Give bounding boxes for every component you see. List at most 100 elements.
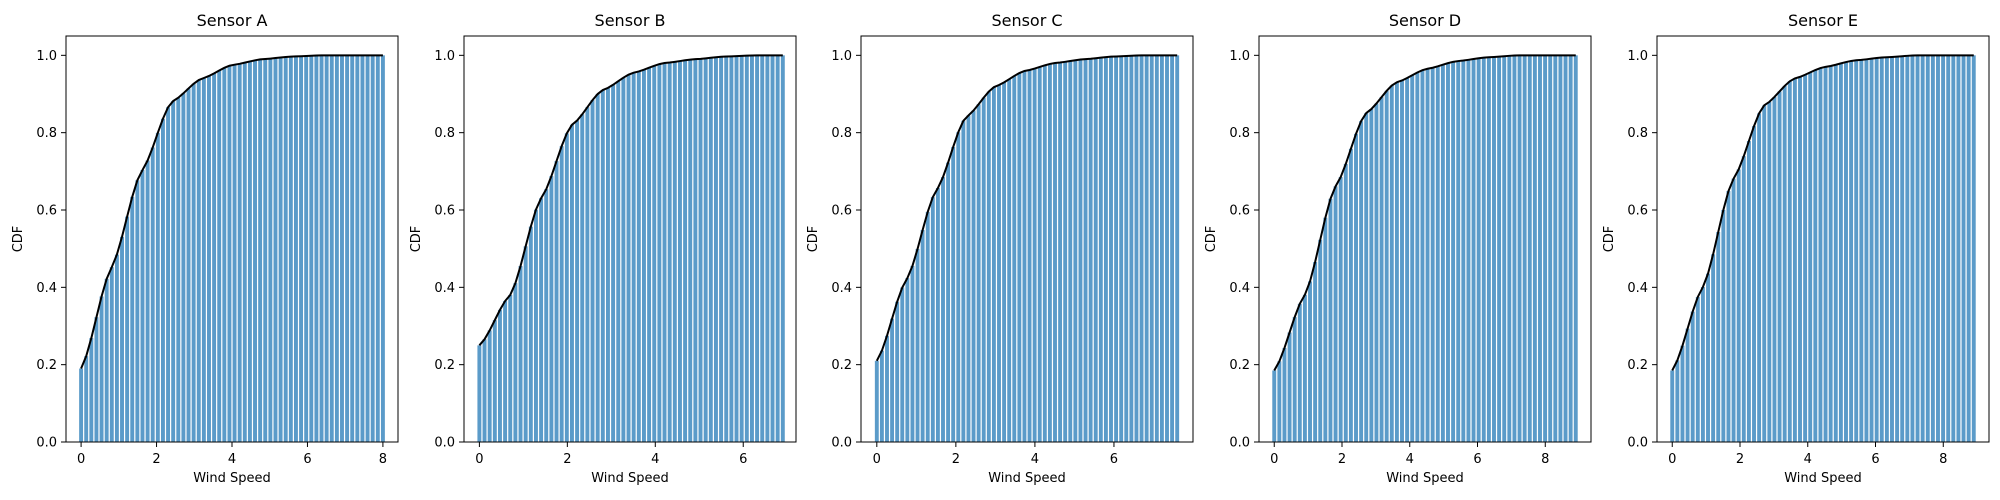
cdf-bar <box>879 350 884 442</box>
cdf-bar <box>1854 60 1859 443</box>
cdf-bar <box>611 84 616 442</box>
cdf-bar <box>1053 63 1057 442</box>
cdf-bar <box>1007 79 1012 442</box>
cdf-bar <box>1400 80 1404 442</box>
cdf-bar <box>350 55 355 442</box>
cdf-bar <box>1890 56 1894 443</box>
cdf-bar <box>1124 56 1129 442</box>
cdf-bar <box>166 107 171 442</box>
cdf-bar <box>1165 55 1169 442</box>
cdf-bar <box>293 56 298 443</box>
cdf-bar <box>930 197 935 442</box>
cdf-bar <box>1777 91 1782 443</box>
x-tick-label: 2 <box>952 452 960 467</box>
cdf-bar <box>770 55 775 442</box>
cdf-bar <box>1486 57 1491 442</box>
cdf-bar <box>729 56 734 442</box>
cdf-bar <box>1910 55 1915 443</box>
cdf-line <box>80 54 383 369</box>
cdf-bar <box>1083 59 1088 442</box>
cdf-bar <box>314 55 319 442</box>
cdf-bar <box>1915 55 1920 442</box>
cdf-bar <box>1078 59 1083 442</box>
cdf-bar <box>1154 55 1159 442</box>
cdf-bar <box>1512 55 1517 443</box>
cdf-bar <box>278 57 283 442</box>
x-tick-label: 2 <box>563 452 571 467</box>
y-tick-label: 0.0 <box>434 436 455 451</box>
cdf-bar <box>1063 61 1068 442</box>
cdf-bar <box>1538 55 1542 442</box>
cdf-bar <box>1032 68 1037 442</box>
cdf-bar <box>734 56 739 443</box>
cdf-bar <box>155 132 160 442</box>
cdf-bar <box>1879 57 1884 442</box>
cdf-bar <box>683 60 688 443</box>
cdf-bar <box>1864 59 1869 443</box>
cdf-bar <box>971 110 976 442</box>
cdf-bar <box>1752 126 1756 442</box>
cdf-bar <box>171 101 176 442</box>
cdf-bar <box>925 211 930 442</box>
cdf-bar <box>1088 58 1093 442</box>
cdf-bar <box>549 176 554 442</box>
cdf-bar <box>1798 76 1802 442</box>
cdf-bar <box>647 67 652 443</box>
x-tick-label: 4 <box>651 452 659 467</box>
cdf-bar <box>915 248 920 442</box>
cdf-bar <box>1144 55 1149 442</box>
x-tick-label: 6 <box>1110 452 1118 467</box>
cdf-bar <box>99 296 104 442</box>
cdf-bar <box>513 283 518 442</box>
cdf-bar <box>1823 66 1828 442</box>
cdf-bar <box>1792 78 1797 442</box>
x-axis-label: Wind Speed <box>591 471 669 486</box>
cdf-bar <box>1456 61 1461 443</box>
cdf-bar <box>775 55 780 442</box>
cdf-bar <box>104 278 109 442</box>
cdf-bar <box>1721 209 1726 442</box>
cdf-bar <box>941 177 945 442</box>
chart-title: Sensor C <box>991 11 1062 30</box>
x-tick-label: 0 <box>475 452 483 467</box>
cdf-bar <box>1292 317 1297 442</box>
cdf-bar <box>120 236 124 442</box>
cdf-bar <box>1451 61 1456 443</box>
y-tick-label: 1.0 <box>36 49 57 64</box>
cdf-bar <box>1027 69 1032 442</box>
cdf-bar <box>544 189 549 442</box>
cdf-bar <box>1925 55 1930 442</box>
cdf-bar <box>900 287 905 442</box>
cdf-bar <box>1461 60 1466 442</box>
cdf-bar <box>1920 55 1925 442</box>
cdf-bar <box>1905 55 1910 443</box>
x-tick-label: 0 <box>1270 452 1278 467</box>
cdf-bar <box>1272 370 1277 442</box>
cdf-line <box>1671 54 1974 371</box>
y-tick-label: 0.2 <box>434 358 455 373</box>
cdf-bar <box>1527 55 1532 442</box>
cdf-bar <box>1828 65 1833 443</box>
cdf-bar <box>956 132 961 442</box>
cdf-bar <box>724 56 729 442</box>
cdf-bar <box>698 58 703 442</box>
cdf-bar <box>920 230 925 442</box>
x-tick-label: 6 <box>739 452 747 467</box>
cdf-bar <box>247 61 252 443</box>
y-tick-label: 1.0 <box>831 49 852 64</box>
cdf-bar <box>1338 177 1343 442</box>
y-tick-label: 1.0 <box>434 49 455 64</box>
chart-title: Sensor A <box>197 11 268 30</box>
x-axis-label: Wind Speed <box>988 471 1066 486</box>
cdf-bar <box>1706 273 1710 442</box>
cdf-bar <box>749 55 754 442</box>
cdf-bar <box>1037 66 1042 442</box>
x-tick-label: 6 <box>1871 452 1879 467</box>
cdf-bar <box>895 301 900 442</box>
cdf-bar <box>1670 370 1675 442</box>
cdf-bar <box>309 55 314 442</box>
cdf-bar <box>1813 70 1818 443</box>
cdf-bar <box>1757 113 1762 442</box>
cdf-bar <box>1900 56 1905 442</box>
